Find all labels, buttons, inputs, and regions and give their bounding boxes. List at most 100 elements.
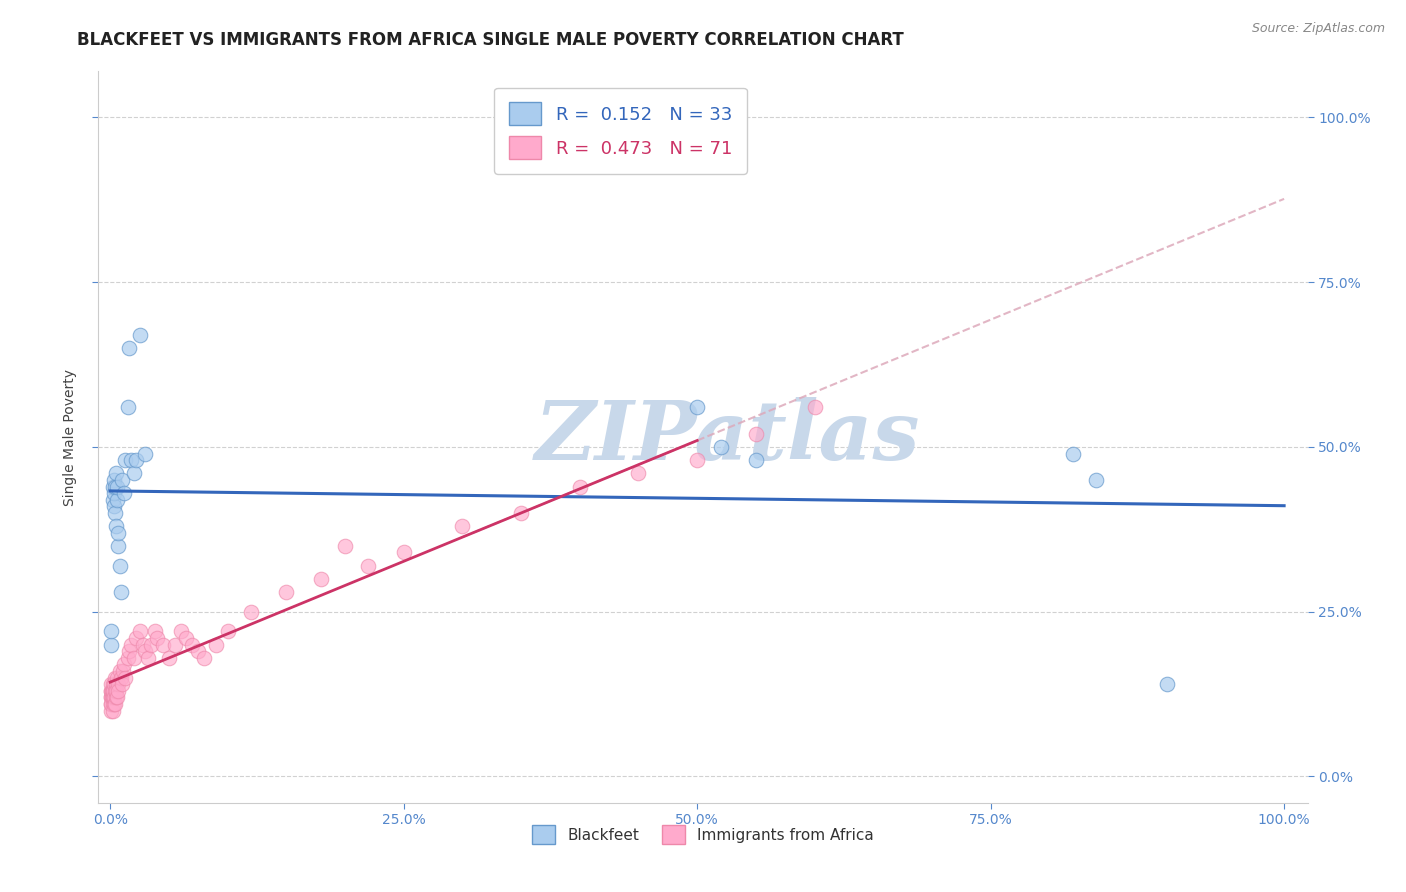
Point: [686, 401, 709, 415]
Point: [101, 690, 124, 705]
Point: [111, 473, 134, 487]
Point: [240, 605, 263, 619]
Point: [101, 683, 124, 698]
Point: [451, 519, 474, 533]
Point: [101, 492, 124, 507]
Point: [125, 631, 148, 645]
Point: [104, 697, 127, 711]
Point: [100, 683, 122, 698]
Point: [100, 624, 122, 639]
Point: [803, 401, 825, 415]
Point: [101, 479, 124, 493]
Point: [745, 426, 768, 441]
Point: [311, 572, 333, 586]
Point: [108, 558, 131, 573]
Point: [103, 500, 125, 514]
Point: [101, 683, 124, 698]
Point: [105, 683, 128, 698]
Point: [105, 467, 128, 481]
Point: [100, 690, 122, 705]
Point: [111, 677, 134, 691]
Point: [112, 664, 135, 678]
Point: [134, 446, 156, 460]
Point: [125, 453, 148, 467]
Point: [169, 624, 191, 639]
Point: [114, 453, 136, 467]
Point: [103, 697, 125, 711]
Point: [122, 650, 145, 665]
Point: [110, 585, 132, 599]
Text: Source: ZipAtlas.com: Source: ZipAtlas.com: [1251, 22, 1385, 36]
Point: [120, 638, 142, 652]
Point: [100, 638, 122, 652]
Point: [105, 519, 128, 533]
Point: [112, 657, 135, 672]
Point: [104, 671, 127, 685]
Point: [710, 440, 733, 454]
Point: [120, 453, 142, 467]
Point: [128, 327, 150, 342]
Point: [187, 644, 209, 658]
Point: [105, 690, 128, 705]
Point: [107, 525, 129, 540]
Point: [107, 683, 129, 698]
Point: [101, 690, 124, 705]
Point: [104, 683, 127, 698]
Point: [105, 479, 128, 493]
Point: [134, 644, 156, 658]
Point: [176, 631, 198, 645]
Point: [1062, 446, 1084, 460]
Point: [1156, 677, 1178, 691]
Point: [100, 683, 122, 698]
Point: [103, 486, 125, 500]
Point: [357, 558, 380, 573]
Text: BLACKFEET VS IMMIGRANTS FROM AFRICA SINGLE MALE POVERTY CORRELATION CHART: BLACKFEET VS IMMIGRANTS FROM AFRICA SING…: [77, 31, 904, 49]
Point: [136, 650, 159, 665]
Point: [100, 704, 122, 718]
Point: [118, 644, 141, 658]
Point: [627, 467, 650, 481]
Point: [107, 539, 129, 553]
Point: [110, 671, 132, 685]
Point: [100, 677, 122, 691]
Point: [103, 473, 125, 487]
Point: [114, 671, 136, 685]
Point: [1085, 473, 1108, 487]
Point: [108, 664, 131, 678]
Point: [105, 677, 128, 691]
Point: [118, 341, 141, 355]
Point: [745, 453, 768, 467]
Point: [146, 631, 169, 645]
Point: [101, 704, 124, 718]
Point: [100, 697, 122, 711]
Point: [104, 506, 127, 520]
Point: [276, 585, 298, 599]
Point: [152, 638, 174, 652]
Point: [105, 671, 128, 685]
Point: [117, 650, 139, 665]
Point: [510, 506, 533, 520]
Point: [217, 624, 239, 639]
Point: [107, 677, 129, 691]
Point: [103, 677, 125, 691]
Point: [128, 624, 150, 639]
Point: [333, 539, 356, 553]
Point: [193, 650, 215, 665]
Point: [101, 697, 124, 711]
Point: [104, 479, 127, 493]
Point: [117, 401, 139, 415]
Legend: Blackfeet, Immigrants from Africa: Blackfeet, Immigrants from Africa: [526, 819, 880, 850]
Y-axis label: Single Male Poverty: Single Male Poverty: [63, 368, 77, 506]
Point: [157, 650, 180, 665]
Point: [101, 690, 124, 705]
Point: [105, 690, 128, 705]
Point: [568, 479, 591, 493]
Point: [105, 492, 128, 507]
Point: [101, 683, 124, 698]
Point: [101, 677, 124, 691]
Point: [163, 638, 186, 652]
Point: [392, 545, 415, 559]
Point: [686, 453, 709, 467]
Point: [103, 690, 125, 705]
Point: [141, 638, 163, 652]
